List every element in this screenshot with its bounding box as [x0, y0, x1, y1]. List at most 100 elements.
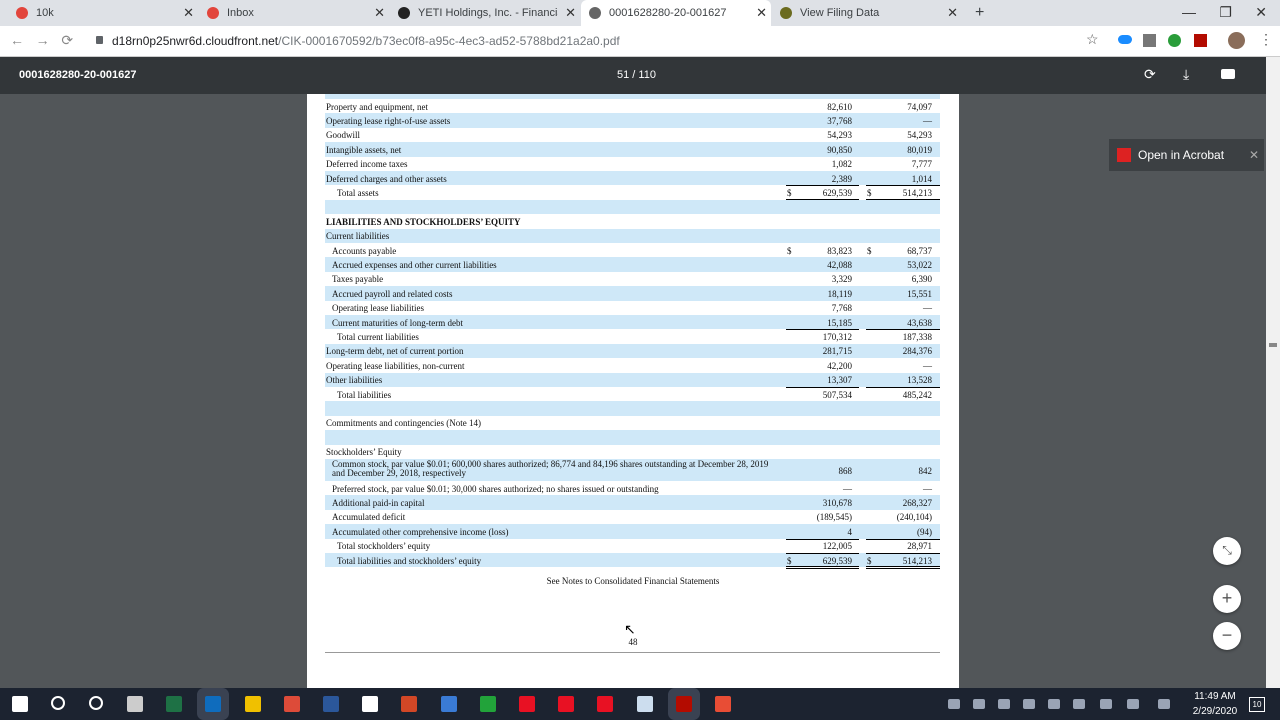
profile-avatar[interactable] [1228, 32, 1245, 49]
scrollbar[interactable] [1266, 57, 1280, 688]
tab[interactable]: 0001628280-20-001627 ✕ [581, 0, 771, 26]
tab[interactable]: View Filing Data ✕ [772, 0, 962, 26]
value-2018: 28,971 [907, 541, 932, 552]
tab[interactable]: 10k ✕ [8, 0, 198, 26]
new-tab[interactable]: + [975, 4, 985, 21]
row-label: Total liabilities [337, 389, 392, 400]
tray-icon[interactable] [1023, 699, 1035, 709]
value-2018: — [923, 483, 932, 494]
taskbar-app[interactable] [519, 696, 535, 712]
value-2018: 43,638 [907, 317, 932, 328]
table-row: Common stock, par value $0.01; 600,000 s… [325, 459, 940, 481]
ext-g[interactable] [1143, 34, 1156, 47]
acrobat-banner[interactable]: Open in Acrobat ✕ [1109, 139, 1264, 171]
tab-title: YETI Holdings, Inc. - Financials - [418, 7, 558, 19]
taskbar-app[interactable] [283, 696, 300, 712]
ext-acrobat[interactable] [1194, 34, 1207, 47]
nav-buttons[interactable]: ← → ⟳ [10, 32, 74, 48]
tab-icon [780, 7, 792, 19]
tab-icon [398, 7, 410, 19]
tab-close[interactable]: ✕ [756, 5, 767, 20]
tray-icon[interactable] [1127, 699, 1139, 709]
acrobat-label[interactable]: Open in Acrobat [1138, 148, 1225, 162]
value-2018: (94) [917, 526, 932, 537]
search[interactable] [51, 696, 65, 710]
row-label: Preferred stock, par value $0.01; 30,000… [332, 483, 659, 494]
row-label: Total assets [337, 187, 379, 198]
cortana[interactable] [89, 696, 103, 710]
tray-icon[interactable] [1158, 699, 1170, 709]
taskbar-app[interactable] [479, 696, 496, 712]
bookmark-star[interactable]: ☆ [1086, 31, 1099, 47]
print-button[interactable] [1221, 69, 1235, 79]
acrobat-close[interactable]: ✕ [1249, 148, 1260, 162]
taskbar-app[interactable] [205, 696, 222, 712]
taskbar-app[interactable] [597, 696, 614, 712]
fit-button[interactable]: ⤡ [1213, 537, 1241, 565]
table-row: Total stockholders’ equity 122,005 28,971 [325, 538, 940, 553]
value-2019: 18,119 [827, 288, 852, 299]
tab-close[interactable]: ✕ [947, 5, 958, 20]
value-2018: 268,327 [902, 497, 932, 508]
row-label: Goodwill [326, 130, 361, 141]
table-row: LIABILITIES AND STOCKHOLDERS’ EQUITY [325, 214, 940, 228]
currency-symbol: $ [787, 555, 792, 566]
value-2018: 53,022 [907, 259, 932, 270]
tray-icon[interactable] [1100, 699, 1112, 709]
tab-title: 0001628280-20-001627 [609, 7, 727, 19]
rotate-button[interactable]: ⟳ [1144, 66, 1156, 82]
row-label: Total liabilities and stockholders’ equi… [337, 555, 482, 566]
blank-row [325, 199, 940, 215]
taskbar-app[interactable] [558, 696, 575, 712]
value-2018: — [923, 115, 932, 126]
tray-icon[interactable] [948, 699, 960, 709]
ext-check[interactable] [1168, 34, 1181, 47]
tab[interactable]: Inbox ✕ [199, 0, 389, 26]
table-row: Accumulated other comprehensive income (… [325, 524, 940, 539]
row-label: Accrued expenses and other current liabi… [332, 259, 497, 270]
start-button[interactable] [12, 696, 28, 712]
ext-onedrive[interactable] [1118, 35, 1132, 44]
tab-close[interactable]: ✕ [565, 5, 576, 20]
url[interactable]: d18rn0p25nwr6d.cloudfront.net/CIK-000167… [112, 34, 620, 48]
taskbar-app[interactable] [440, 696, 457, 712]
zoom-out[interactable]: − [1213, 622, 1241, 650]
taskbar-app[interactable] [166, 696, 183, 712]
tab[interactable]: YETI Holdings, Inc. - Financials - ✕ [390, 0, 580, 26]
table-row: Property and equipment, net 82,610 74,097 [325, 99, 940, 113]
tab-close[interactable]: ✕ [374, 5, 385, 20]
cursor: ↖ [624, 621, 636, 637]
tray-icon[interactable] [998, 699, 1010, 709]
taskbar-app[interactable] [362, 696, 379, 712]
taskbar-app[interactable] [715, 696, 731, 712]
zoom-in[interactable]: + [1213, 585, 1241, 613]
acrobat-icon [1117, 148, 1131, 162]
tray-icon[interactable] [973, 699, 985, 709]
value-2019: 4 [847, 526, 853, 537]
taskbar-app[interactable] [675, 696, 692, 712]
row-label: LIABILITIES AND STOCKHOLDERS’ EQUITY [326, 216, 521, 227]
window-controls[interactable]: — ❐ ✕ [1182, 4, 1267, 20]
taskbar-app[interactable] [636, 696, 653, 712]
tab-close[interactable]: ✕ [183, 5, 194, 20]
menu[interactable]: ⋮ [1259, 31, 1273, 47]
scroll-thumb[interactable] [1269, 343, 1277, 347]
taskbar-app[interactable] [244, 696, 261, 712]
row-label: Total current liabilities [337, 331, 419, 342]
taskbar-app[interactable] [323, 696, 339, 712]
value-2018: 842 [918, 466, 933, 476]
taskbar-app[interactable] [127, 696, 143, 712]
download-button[interactable]: ⤓ [1183, 66, 1190, 82]
taskbar-app[interactable] [401, 696, 418, 712]
table-row: Total assets $ $629,539 514,213 [325, 185, 940, 202]
tray-icon[interactable] [1048, 699, 1060, 709]
value-2019: 122,005 [822, 541, 852, 552]
value-2018: 15,551 [907, 288, 932, 299]
row-label: Operating lease liabilities [332, 303, 424, 314]
tab-bar: 10k✕Inbox✕YETI Holdings, Inc. - Financia… [0, 0, 1280, 26]
row-label: Taxes payable [332, 274, 384, 285]
total-rule [866, 329, 940, 331]
notification-count[interactable]: 10 [1249, 697, 1265, 712]
tray-icon[interactable] [1073, 699, 1085, 709]
row-label: Commitments and contingencies (Note 14) [326, 418, 481, 429]
